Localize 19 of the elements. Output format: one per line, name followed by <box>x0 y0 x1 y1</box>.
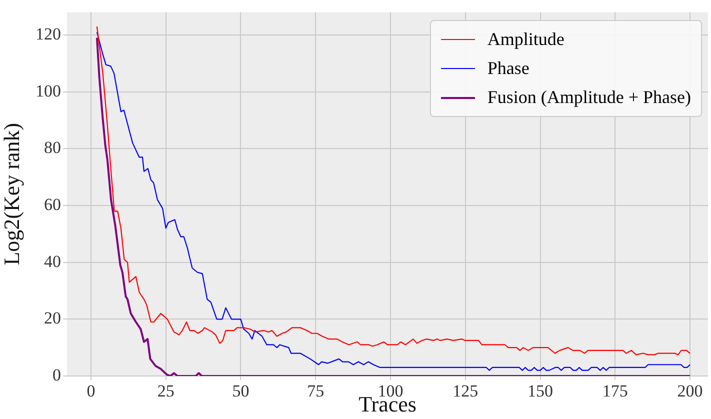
x-tick-label: 175 <box>602 382 628 401</box>
x-tick-label: 125 <box>452 382 478 401</box>
y-tick-label: 40 <box>44 252 61 271</box>
x-tick-label: 75 <box>307 382 324 401</box>
y-tick-label: 120 <box>36 24 61 44</box>
y-tick-label: 20 <box>44 308 61 328</box>
y-tick-label: 80 <box>44 138 61 158</box>
x-tick-label: 50 <box>232 382 250 401</box>
legend-label: Fusion (Amplitude + Phase) <box>487 87 691 108</box>
x-tick-label: 25 <box>157 382 174 401</box>
x-tick-label: 0 <box>86 382 96 401</box>
x-tick-label: 200 <box>677 382 703 401</box>
legend-label: Amplitude <box>487 29 564 50</box>
y-tick-label: 60 <box>44 194 61 214</box>
x-tick-label: 150 <box>528 382 554 401</box>
y-axis-title: Log2(Key rank) <box>0 122 24 266</box>
y-tick-label: 100 <box>36 81 61 100</box>
legend-label: Phase <box>487 58 530 80</box>
y-tick-label: 0 <box>52 365 61 384</box>
